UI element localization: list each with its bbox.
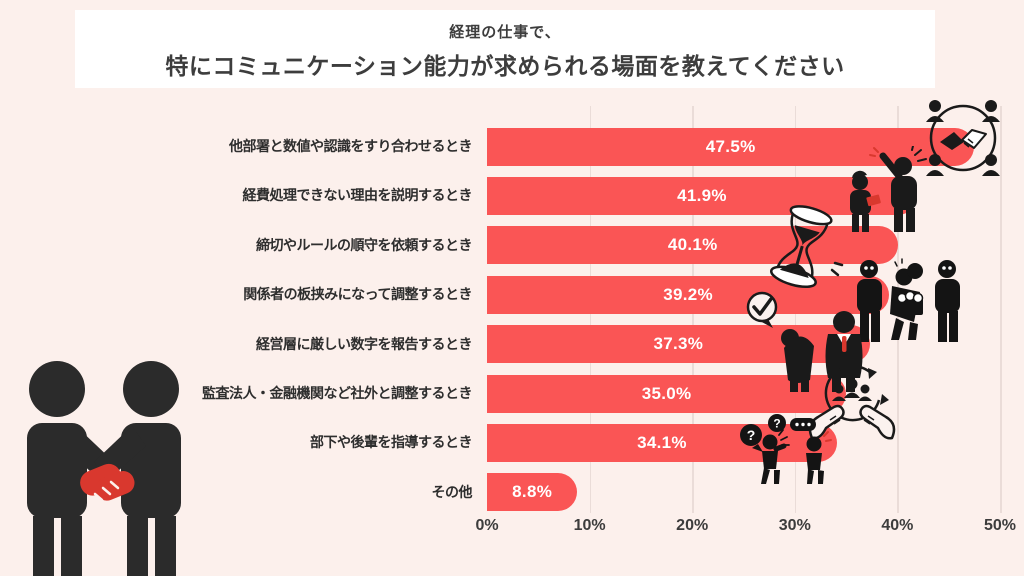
teamwork-handshake-circle-icon [926, 100, 1000, 176]
x-tick-10: 10% [573, 517, 606, 534]
bar-row: 35.0% [487, 369, 1000, 418]
scolding-person-icon [850, 146, 927, 232]
handshake-people-illustration [27, 361, 181, 576]
category-label-1: 他部署と数値や認識をすり合わせるとき [229, 138, 473, 154]
bar-row: 40.1% [487, 221, 1000, 270]
title-line-1: 経理の仕事で、 [449, 24, 561, 41]
category-label-5: 経営層に厳しい数字を報告するとき [256, 335, 473, 352]
x-tick-50: 50% [983, 517, 1017, 534]
x-tick-40: 40% [881, 517, 914, 534]
bar-value-1: 47.5% [705, 136, 756, 156]
title-box: 経理の仕事で、 特にコミュニケーション能力が求められる場面を教えてください [75, 10, 935, 88]
question-glyph: ? [747, 427, 756, 443]
x-tick-20: 20% [676, 517, 709, 534]
bar-row: 41.9% [487, 171, 1000, 220]
category-label-2: 経費処理できない理由を説明するとき [242, 187, 473, 204]
question-chat-icon: ? ? [740, 414, 832, 484]
category-label-6: 監査法人・金融機関など社外と調整するとき [202, 384, 473, 401]
caught-in-middle-icon [857, 258, 960, 342]
bar-value-5: 37.3% [653, 334, 704, 354]
x-tick-0: 0% [475, 517, 499, 534]
bar-series: 47.5% 41.9% 40.1% 39.2% 37.3% 35.0% 34.1… [487, 122, 1000, 517]
hourglass-deadline-icon [769, 205, 844, 289]
bar-value-8: 8.8% [512, 482, 553, 502]
category-label-4: 関係者の板挟みになって調整するとき [243, 286, 472, 303]
bar-value-3: 40.1% [667, 235, 718, 255]
title-line-2: 特にコミュニケーション能力が求められる場面を教えてください [165, 53, 845, 79]
bar-value-7: 34.1% [637, 433, 687, 453]
bar-value-6: 35.0% [641, 383, 692, 403]
bar-8: 8.8% [487, 473, 578, 512]
bar-value-2: 41.9% [677, 186, 727, 206]
bar-row: 39.2% [487, 270, 1000, 319]
bar-3: 40.1% [487, 226, 899, 265]
bar-2: 41.9% [487, 177, 917, 216]
x-tick-30: 30% [778, 517, 811, 534]
category-labels: 他部署と数値や認識をすり合わせるとき 経費処理できない理由を説明するとき 締切や… [0, 122, 480, 517]
bar-value-4: 39.2% [663, 284, 713, 304]
bar-row: 47.5% [487, 122, 1000, 171]
bar-4: 39.2% [487, 275, 890, 314]
category-label-8: その他 [431, 483, 473, 500]
bar-row: 8.8% [487, 468, 1000, 517]
category-label-3: 締切やルールの順守を依頼するとき [256, 236, 473, 253]
bar-6: 35.0% [487, 374, 847, 413]
hands-holding-team-icon [808, 364, 896, 440]
x-axis: 0% 10% 20% 30% 40% 50% [0, 517, 1024, 541]
bar-1: 47.5% [487, 127, 975, 166]
question-glyph: ? [773, 417, 780, 431]
gridline-50pct [1000, 106, 1002, 513]
category-label-7: 部下や後輩を指導するとき [310, 434, 473, 451]
